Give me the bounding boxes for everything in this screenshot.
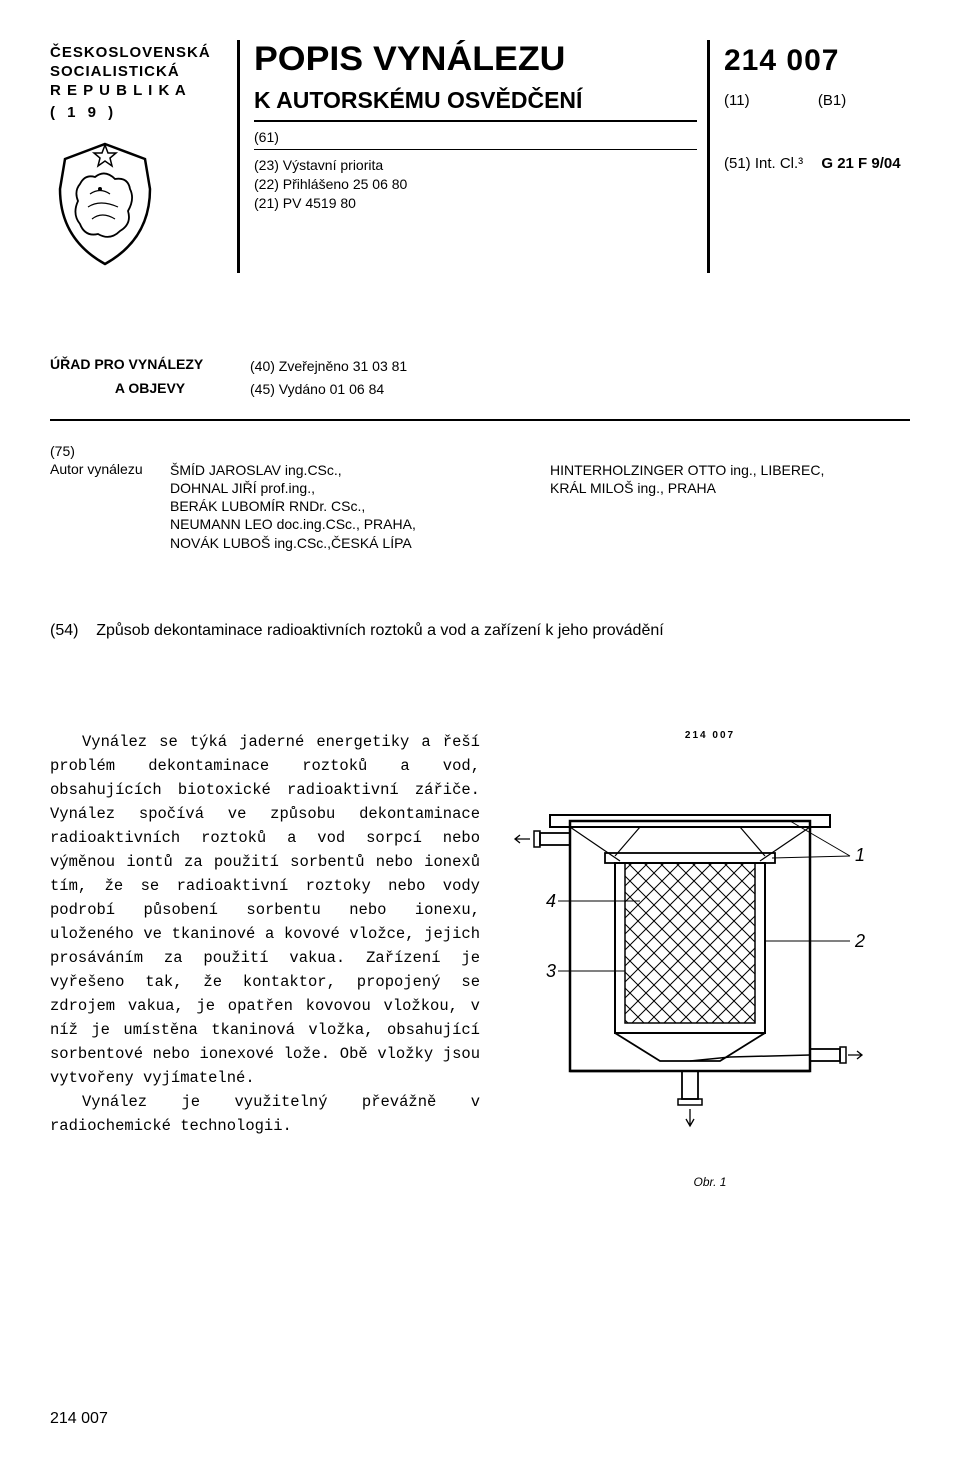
publication-dates: (40) Zveřejněno 31 03 81 (45) Vydáno 01 … [250,353,910,400]
divider [50,419,910,421]
intcl-value: G 21 F 9/04 [821,155,900,172]
office-line: ÚŘAD PRO VYNÁLEZY [50,353,250,377]
abstract-paragraph: Vynález je využitelný převážně v radioch… [50,1090,480,1138]
figure-label-2: 2 [854,931,865,951]
figure-drawing: 1 2 3 4 [510,761,870,1141]
pub-40: (40) Zveřejněno 31 03 81 [250,355,910,377]
figure-label-1: 1 [855,845,865,865]
bib-field-21: (21) PV 4519 80 [254,194,697,213]
intcl-label: (51) Int. Cl.³ [724,155,803,172]
code-54: (54) [50,622,78,639]
codes-11-b1: (11) (B1) [724,92,910,109]
footer-doc-number: 214 007 [50,1410,108,1428]
authors-column-1: ŠMÍD JAROSLAV ing.CSc., DOHNAL JIŘÍ prof… [170,461,550,552]
state-emblem-icon [50,139,227,273]
country-line: ČESKOSLOVENSKÁ [50,44,227,63]
code-11: (11) [724,92,750,109]
country-name: ČESKOSLOVENSKÁ SOCIALISTICKÁ R E P U B L… [50,44,227,100]
bib-field-61: (61) [254,128,697,150]
office-name: ÚŘAD PRO VYNÁLEZY A OBJEVY [50,353,250,401]
code-b1: (B1) [818,92,846,109]
code-19: ( 1 9 ) [50,104,227,121]
abstract-text: Vynález se týká jaderné energetiky a řeš… [50,730,480,1189]
title-text: Způsob dekontaminace radioaktivních rozt… [96,622,663,639]
country-line: SOCIALISTICKÁ [50,63,227,82]
figure-label-4: 4 [546,891,556,911]
office-row: ÚŘAD PRO VYNÁLEZY A OBJEVY (40) Zveřejně… [50,353,910,401]
authors-block: (75) Autor vynálezu ŠMÍD JAROSLAV ing.CS… [50,443,910,552]
document-sub-title: K AUTORSKÉMU OSVĚDČENÍ [254,87,697,122]
authors-column-2: HINTERHOLZINGER OTTO ing., LIBEREC, KRÁL… [550,461,910,552]
figure-label-3: 3 [546,961,556,981]
invention-title: (54) Způsob dekontaminace radioaktivních… [50,622,910,640]
bib-field-22: (22) Přihlášeno 25 06 80 [254,175,697,194]
office-line: A OBJEVY [50,377,250,401]
body-content: Vynález se týká jaderné energetiky a řeš… [50,730,910,1189]
header-right-column: 214 007 (11) (B1) (51) Int. Cl.³ G 21 F … [710,40,910,273]
header-middle-column: POPIS VYNÁLEZU K AUTORSKÉMU OSVĚDČENÍ (6… [240,40,710,273]
figure-doc-number: 214 007 [510,730,910,741]
country-line: R E P U B L I K A [50,82,227,101]
document-main-title: POPIS VYNÁLEZU [254,40,719,79]
figure-caption: Obr. 1 [510,1175,910,1189]
authors-label: Autor vynálezu [50,461,170,552]
code-75: (75) [50,443,910,459]
header: ČESKOSLOVENSKÁ SOCIALISTICKÁ R E P U B L… [50,40,910,273]
pub-45: (45) Vydáno 01 06 84 [250,378,910,400]
bib-field-23: (23) Výstavní priorita [254,156,697,175]
bibliographic-data: (61) (23) Výstavní priorita (22) Přihláš… [254,128,697,213]
figure-column: 214 007 [510,730,910,1189]
header-left-column: ČESKOSLOVENSKÁ SOCIALISTICKÁ R E P U B L… [50,40,240,273]
document-number: 214 007 [724,44,910,78]
abstract-paragraph: Vynález se týká jaderné energetiky a řeš… [50,730,480,1090]
int-classification: (51) Int. Cl.³ G 21 F 9/04 [724,155,910,172]
